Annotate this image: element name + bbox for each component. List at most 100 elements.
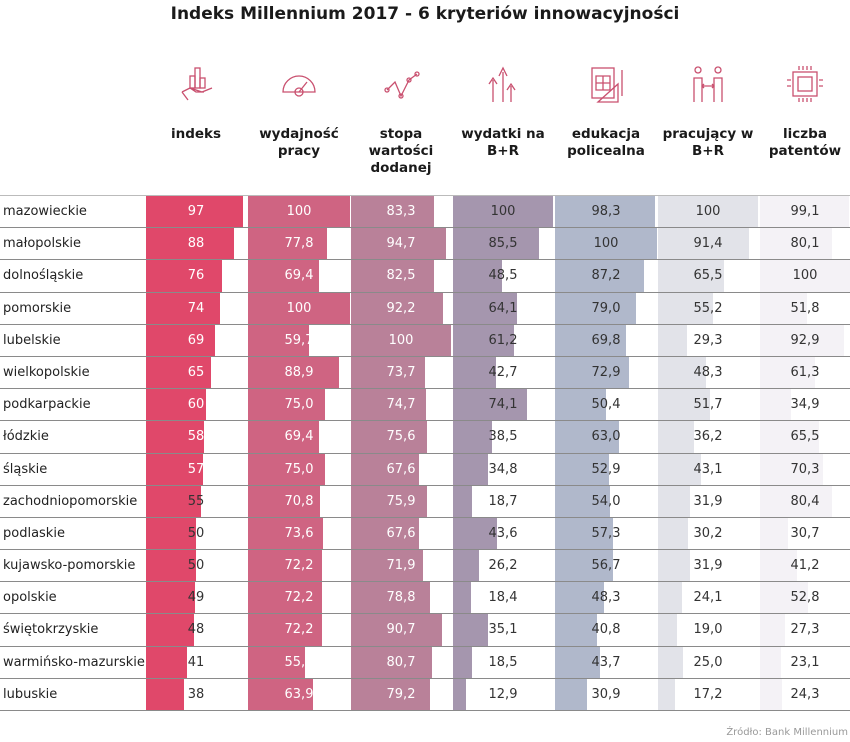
table-row: dolnośląskie 76 69,4 82,5 48,5 87,2 65,5 100 [0, 260, 850, 293]
column-header-label: liczba patentów [760, 126, 850, 160]
value-label: 80,1 [790, 236, 820, 252]
value-label: 42,7 [488, 364, 518, 380]
value-cell: 31,9 [658, 485, 758, 517]
value-cell: 40,8 [555, 614, 657, 646]
value-bar [146, 324, 215, 356]
value-cell: 57,3 [555, 517, 657, 550]
value-cell: 42,7 [453, 356, 553, 389]
value-label: 75,6 [386, 429, 416, 445]
value-bar [555, 485, 611, 517]
value-cell: 31,9 [658, 550, 758, 582]
value-bar [555, 646, 600, 678]
value-bar [351, 678, 431, 710]
value-cell: 19,0 [658, 614, 758, 646]
value-bar [248, 228, 328, 260]
value-label: 38 [187, 686, 205, 702]
value-label: 43,7 [591, 654, 621, 670]
value-bar [658, 356, 707, 389]
value-label: 61,3 [790, 364, 820, 380]
value-bar [760, 260, 850, 292]
value-label: 58 [187, 429, 205, 445]
value-bar [555, 678, 587, 710]
table-row: świętokrzyskie 48 72,2 90,7 35,1 40,8 19,0 27,3 [0, 614, 850, 647]
value-label: 100 [593, 236, 619, 252]
value-label: 51,7 [693, 397, 723, 413]
value-label: 55,2 [693, 300, 723, 316]
arrows-up-icon [488, 66, 516, 102]
value-bar [146, 228, 234, 260]
value-cell: 64,1 [453, 292, 553, 324]
value-label: 34,8 [488, 461, 518, 477]
value-bar [658, 260, 724, 292]
value-bar [248, 292, 350, 324]
value-cell: 38,5 [453, 421, 553, 453]
value-bar [760, 356, 816, 389]
value-bar [658, 614, 677, 646]
value-label: 65 [187, 364, 205, 380]
value-cell: 70,3 [760, 453, 850, 485]
value-cell: 100 [453, 196, 553, 228]
value-bar [248, 678, 314, 710]
value-bar [453, 324, 515, 356]
value-bar [555, 324, 627, 356]
value-cell: 67,6 [351, 453, 451, 485]
value-bar [146, 292, 220, 324]
value-cell: 30,9 [555, 678, 657, 710]
value-bar [760, 196, 850, 228]
value-cell: 99,1 [760, 196, 850, 228]
value-bar [453, 421, 492, 453]
value-label: 57 [187, 461, 205, 477]
value-cell: 57 [146, 453, 246, 485]
value-label: 92,2 [386, 300, 416, 316]
value-bar [248, 196, 350, 228]
value-bar [760, 453, 824, 485]
region-label: świętokrzyskie [3, 622, 99, 638]
value-bar [453, 517, 497, 550]
value-cell: 58 [146, 421, 246, 453]
value-bar [248, 614, 322, 646]
value-cell: 77,8 [248, 228, 350, 260]
value-bar [658, 324, 688, 356]
value-bar [351, 389, 426, 421]
value-bar [248, 356, 339, 389]
value-label: 67,6 [386, 461, 416, 477]
value-cell: 72,2 [248, 614, 350, 646]
value-label: 50 [187, 525, 205, 541]
value-bar [658, 678, 676, 710]
value-label: 23,1 [790, 654, 820, 670]
value-cell: 48 [146, 614, 246, 646]
value-label: 85,5 [488, 236, 518, 252]
table-row: podlaskie 50 73,6 67,6 43,6 57,3 30,2 30,7 [0, 517, 850, 551]
region-label: łódzkie [3, 429, 49, 445]
column-header-label: indeks [146, 126, 246, 143]
column-header-line: liczba [783, 126, 827, 142]
value-cell: 80,7 [351, 646, 451, 678]
value-label: 61,2 [488, 332, 518, 348]
value-cell: 100 [248, 196, 350, 228]
table-row: warmińsko-mazurskie 41 55,6 80,7 18,5 43,7 25,… [0, 646, 850, 679]
value-bar [453, 356, 496, 389]
value-cell: 23,1 [760, 646, 850, 678]
value-bar [146, 582, 195, 614]
value-bar [351, 550, 423, 582]
value-label: 100 [286, 204, 312, 219]
value-cell: 18,4 [453, 582, 553, 614]
value-cell: 55,2 [658, 292, 758, 324]
value-label: 97 [187, 204, 205, 219]
value-label: 50 [187, 558, 205, 574]
column-header: stopa wartości dodanej [351, 62, 451, 177]
value-bar [760, 614, 785, 646]
value-label: 48,3 [591, 590, 621, 606]
value-label: 67,6 [386, 525, 416, 541]
value-cell: 50 [146, 517, 246, 550]
value-bar [146, 485, 201, 517]
value-cell: 97 [146, 196, 246, 228]
value-label: 30,2 [693, 525, 723, 541]
chip-icon [787, 66, 823, 102]
value-cell: 91,4 [658, 228, 758, 260]
value-label: 70,8 [284, 493, 314, 509]
value-label: 70,3 [790, 461, 820, 477]
value-label: 79,2 [386, 686, 416, 702]
region-label: podkarpackie [3, 397, 91, 413]
value-label: 72,9 [591, 364, 621, 380]
